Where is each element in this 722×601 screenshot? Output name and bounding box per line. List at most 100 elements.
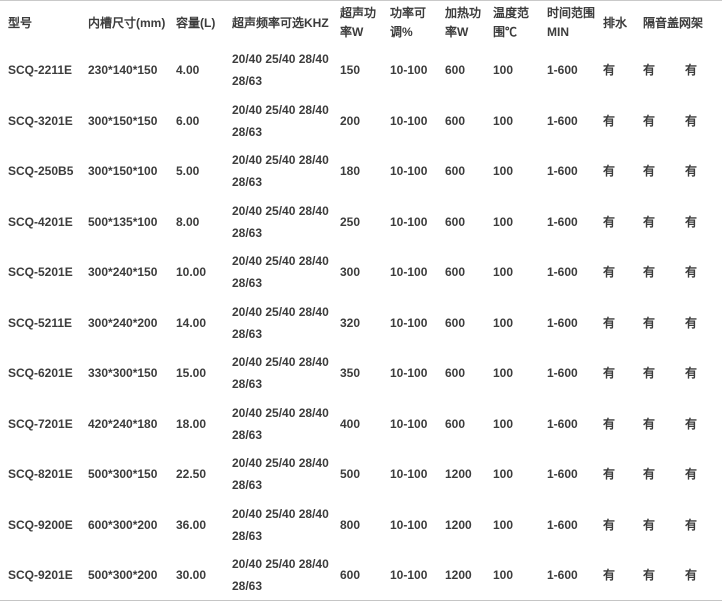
frequency-line2: 28/63 [232, 175, 263, 190]
cell-drain: 有 [603, 63, 616, 78]
column-header-power-adj: 功率可调% [390, 1, 445, 45]
column-header-label-line2: 率W [445, 25, 469, 39]
cell-capacity: 22.50 [176, 467, 207, 482]
cell-cover: 有 [643, 467, 656, 482]
column-header-label: 时间范围 [547, 6, 596, 20]
column-header-label: 隔音盖网架 [643, 15, 704, 30]
cell-freq: 20/40 25/40 28/40 28/63 [232, 197, 340, 248]
cell-power-adj: 10-100 [390, 366, 428, 381]
table-row: SCQ-3201E 300*150*150 6.00 20/40 25/40 28/4… [8, 96, 722, 147]
cell-rack: 有 [685, 416, 698, 431]
cell-power-adj: 10-100 [390, 63, 428, 78]
table-row: SCQ-2211E 230*140*150 4.00 20/40 25/40 28/4… [8, 45, 722, 96]
cell-tank-size: 500*300*150 [88, 467, 158, 482]
cell-capacity: 10.00 [176, 265, 207, 280]
cell-tank-size: 500*300*200 [88, 568, 158, 583]
cell-model: SCQ-8201E [8, 467, 73, 482]
cell-time-range: 1-600 [547, 517, 578, 532]
header-row: 型号 内槽尺寸(mm) 容量(L) 超声频率可选KHZ 超声功 率W 功率可 调% 加热功 率W 温… [8, 1, 722, 45]
cell-power-adj: 10-100 [390, 265, 428, 280]
cell-capacity: 4.00 [176, 63, 200, 78]
cell-model: SCQ-7201E [8, 416, 73, 431]
column-header-capacity: 容量(L) [176, 1, 232, 45]
column-header-label: 容量(L) [176, 15, 216, 30]
column-header-label-line2: MIN [547, 25, 569, 39]
cell-capacity: 6.00 [176, 113, 200, 128]
column-header-label: 型号 [8, 15, 33, 30]
cell-heat-power: 600 [445, 265, 466, 280]
cell-heat-power: 600 [445, 416, 466, 431]
frequency-line1: 20/40 25/40 28/40 [232, 557, 329, 572]
cell-rack: 有 [685, 164, 698, 179]
cell-tank-size: 230*140*150 [88, 63, 158, 78]
cell-model: SCQ-5211E [8, 315, 73, 330]
column-header-label: 超声功 [340, 6, 377, 20]
frequency-line2: 28/63 [232, 74, 263, 89]
cell-model: SCQ-2211E [8, 63, 73, 78]
cell-us-power: 500 [340, 467, 361, 482]
cell-model: SCQ-4201E [8, 214, 73, 229]
cell-temp-range: 100 [493, 265, 514, 280]
cell-tank-size: 500*135*100 [88, 214, 158, 229]
frequency-line2: 28/63 [232, 377, 263, 392]
cell-drain: 有 [603, 164, 616, 179]
cell-freq: 20/40 25/40 28/40 28/63 [232, 348, 340, 399]
cell-capacity: 18.00 [176, 416, 207, 431]
frequency-line1: 20/40 25/40 28/40 [232, 506, 329, 521]
frequency-line2: 28/63 [232, 478, 263, 493]
cell-rack: 有 [685, 366, 698, 381]
table-body: SCQ-2211E 230*140*150 4.00 20/40 25/40 28/4… [8, 45, 722, 601]
cell-model: SCQ-250B5 [8, 164, 74, 179]
cell-time-range: 1-600 [547, 366, 578, 381]
cell-us-power: 200 [340, 113, 361, 128]
column-header-label-line2: 调% [390, 25, 413, 39]
cell-temp-range: 100 [493, 366, 514, 381]
table-row: SCQ-4201E 500*135*100 8.00 20/40 25/40 28/4… [8, 197, 722, 248]
cell-cover: 有 [643, 164, 656, 179]
cell-cover: 有 [643, 63, 656, 78]
frequency-line1: 20/40 25/40 28/40 [232, 203, 329, 218]
cell-time-range: 1-600 [547, 265, 578, 280]
cell-drain: 有 [603, 416, 616, 431]
column-header-label: 加热功 [445, 6, 482, 20]
cell-heat-power: 600 [445, 63, 466, 78]
column-header-label-line2: 率W [340, 25, 364, 39]
cell-heat-power: 600 [445, 214, 466, 229]
cell-capacity: 8.00 [176, 214, 200, 229]
frequency-line2: 28/63 [232, 276, 263, 291]
cell-tank-size: 300*240*200 [88, 315, 158, 330]
frequency-line2: 28/63 [232, 427, 263, 442]
cell-heat-power: 600 [445, 366, 466, 381]
table-row: SCQ-6201E 330*300*150 15.00 20/40 25/40 28/… [8, 348, 722, 399]
table-row: SCQ-9201E 500*300*200 30.00 20/40 25/40 28/… [8, 550, 722, 601]
column-header-frequency: 超声频率可选KHZ [232, 1, 340, 45]
cell-cover: 有 [643, 517, 656, 532]
column-header-label: 功率可 [390, 6, 427, 20]
frequency-line1: 20/40 25/40 28/40 [232, 254, 329, 269]
table-row: SCQ-5201E 300*240*150 10.00 20/40 25/40 28/… [8, 247, 722, 298]
cell-us-power: 800 [340, 517, 361, 532]
cell-model: SCQ-6201E [8, 366, 73, 381]
cell-temp-range: 100 [493, 63, 514, 78]
column-header-temp-range: 温度范 围℃ [493, 1, 547, 45]
cell-time-range: 1-600 [547, 63, 578, 78]
cell-rack: 有 [685, 214, 698, 229]
column-header-label: 排水 [603, 15, 628, 30]
cell-temp-range: 100 [493, 416, 514, 431]
cell-capacity: 15.00 [176, 366, 207, 381]
cell-power-adj: 10-100 [390, 315, 428, 330]
cell-cover: 有 [643, 113, 656, 128]
column-header-tank-size: 内槽尺寸(mm) [88, 1, 176, 45]
column-header-label: 内槽尺寸(mm) [88, 15, 166, 30]
frequency-line2: 28/63 [232, 579, 263, 594]
cell-rack: 有 [685, 265, 698, 280]
column-header-label: 温度范 [493, 6, 530, 20]
cell-tank-size: 300*150*150 [88, 113, 158, 128]
cell-tank-size: 300*240*150 [88, 265, 158, 280]
cell-time-range: 1-600 [547, 164, 578, 179]
frequency-line2: 28/63 [232, 225, 263, 240]
cell-temp-range: 100 [493, 315, 514, 330]
cell-power-adj: 10-100 [390, 517, 428, 532]
cell-model: SCQ-9200E [8, 517, 73, 532]
